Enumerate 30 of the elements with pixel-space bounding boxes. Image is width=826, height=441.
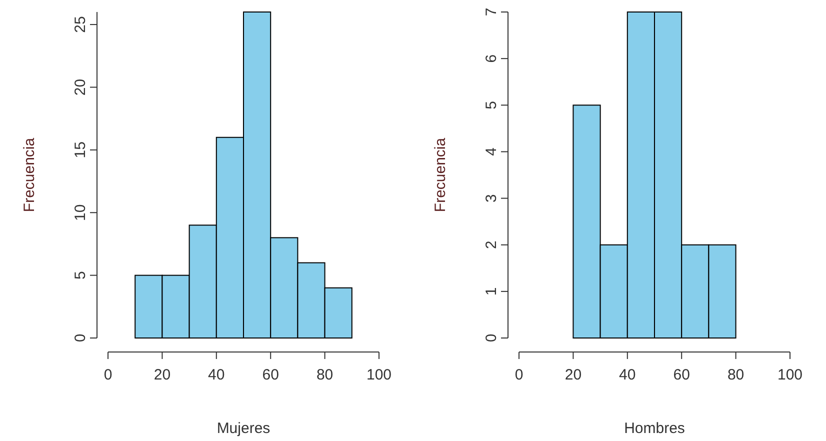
- x-tick-label: 0: [104, 366, 112, 384]
- y-tick-label: 0: [72, 334, 89, 342]
- x-axis-title: Hombres: [624, 420, 685, 437]
- y-tick-label: 4: [483, 148, 500, 156]
- y-tick-label: 3: [483, 194, 500, 202]
- x-tick-label: 20: [154, 366, 171, 384]
- y-axis-title: Frecuencia: [21, 137, 38, 212]
- y-tick-label: 5: [72, 271, 89, 280]
- y-tick-label: 20: [72, 78, 89, 96]
- y-tick-label: 6: [483, 54, 500, 63]
- x-tick-label: 100: [777, 366, 803, 384]
- x-tick-label: 60: [262, 366, 279, 384]
- y-tick-label: 0: [483, 334, 500, 342]
- y-tick-label: 1: [483, 287, 500, 296]
- y-tick-label: 7: [483, 8, 500, 16]
- x-tick-label: 100: [366, 366, 392, 384]
- x-tick-label: 60: [673, 366, 690, 384]
- y-axis-title: Frecuencia: [432, 137, 449, 212]
- y-tick-label: 10: [72, 204, 89, 221]
- y-tick-label: 25: [72, 16, 89, 33]
- x-tick-label: 80: [727, 366, 744, 384]
- x-tick-label: 40: [208, 366, 225, 384]
- x-tick-label: 0: [514, 366, 524, 384]
- y-tick-label: 15: [72, 142, 89, 158]
- y-tick-label: 5: [483, 100, 500, 110]
- y-tick-label: 2: [483, 240, 500, 250]
- x-axis-title: Mujeres: [216, 420, 270, 437]
- x-tick-label: 20: [564, 366, 582, 384]
- x-tick-label: 40: [619, 366, 636, 384]
- x-tick-label: 80: [316, 366, 334, 384]
